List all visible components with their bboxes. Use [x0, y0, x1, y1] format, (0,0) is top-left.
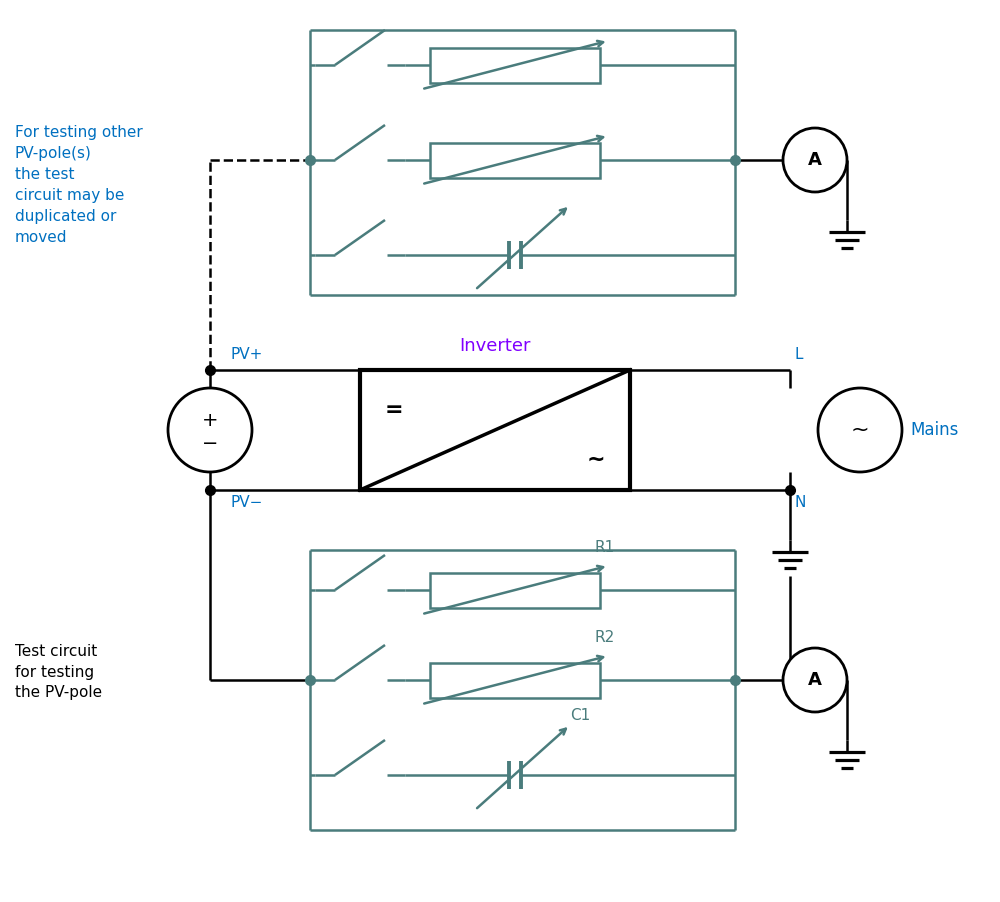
Text: Mains: Mains: [910, 421, 958, 439]
Text: =: =: [385, 400, 404, 420]
Text: N: N: [795, 495, 806, 510]
Circle shape: [783, 648, 847, 712]
Circle shape: [783, 128, 847, 192]
Circle shape: [168, 388, 252, 472]
Bar: [360, 370, 630, 490]
Text: −: −: [202, 434, 218, 453]
Text: Test circuit
for testing
the PV-pole: Test circuit for testing the PV-pole: [15, 643, 102, 701]
Text: ~: ~: [851, 420, 869, 440]
Bar: [430, 573, 600, 608]
Bar: [430, 143, 600, 178]
Circle shape: [818, 388, 902, 472]
Text: A: A: [808, 671, 822, 689]
Bar: [430, 48, 600, 82]
Text: For testing other
PV-pole(s)
the test
circuit may be
duplicated or
moved: For testing other PV-pole(s) the test ci…: [15, 125, 143, 245]
Text: PV+: PV+: [230, 347, 262, 362]
Text: ~: ~: [586, 450, 605, 470]
Bar: [430, 662, 600, 697]
Text: +: +: [202, 410, 218, 429]
Text: A: A: [808, 151, 822, 169]
Text: R2: R2: [595, 630, 615, 645]
Text: Inverter: Inverter: [459, 337, 531, 355]
Text: R1: R1: [595, 540, 615, 555]
Text: L: L: [795, 347, 804, 362]
Text: PV−: PV−: [230, 495, 262, 510]
Text: C1: C1: [570, 708, 590, 723]
